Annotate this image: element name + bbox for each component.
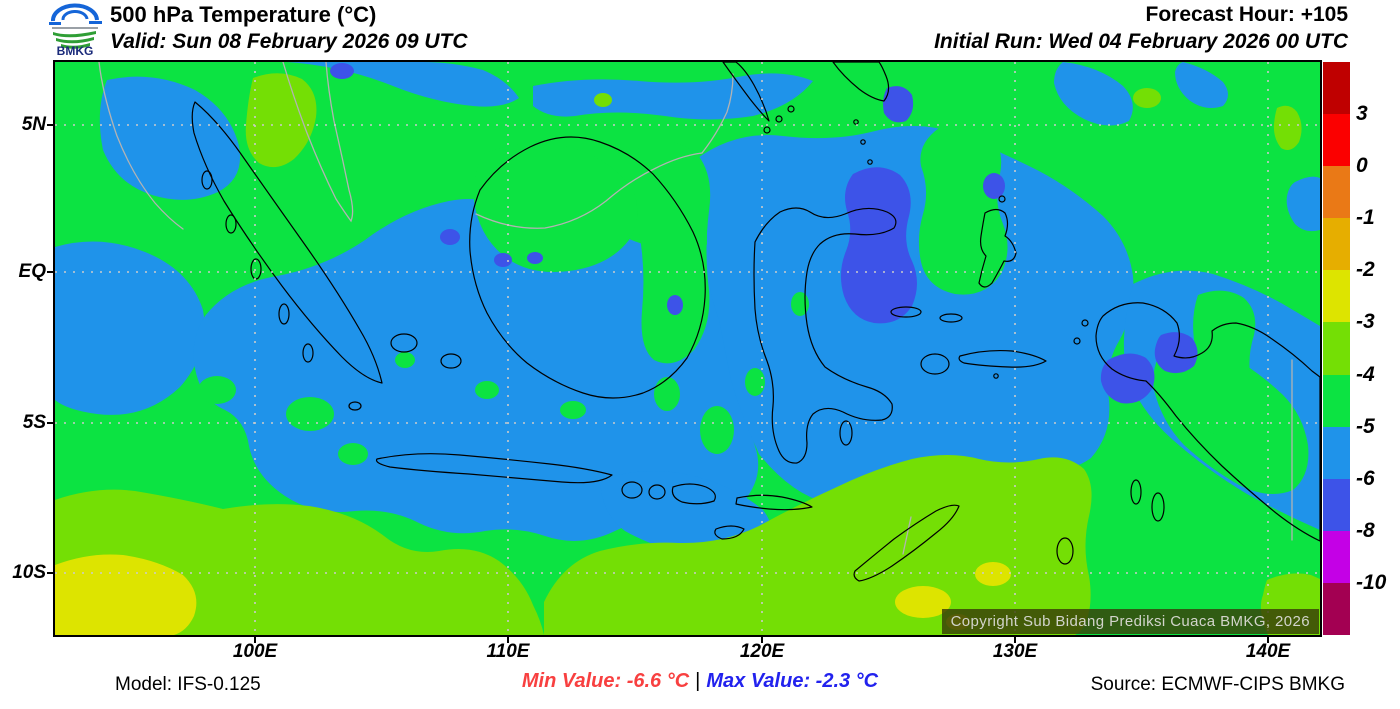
colorbar-label: -6 xyxy=(1356,466,1375,490)
ytick-mark xyxy=(47,271,54,273)
colorbar-segment xyxy=(1323,166,1350,219)
ytick-mark xyxy=(47,422,54,424)
ytick-mark xyxy=(47,124,54,126)
colorbar-label: -2 xyxy=(1356,258,1375,282)
colorbar-segment xyxy=(1323,62,1350,115)
logo-wave xyxy=(53,31,96,38)
xtick-100e: 100E xyxy=(232,641,278,662)
colorbar-segment xyxy=(1323,218,1350,271)
ytick-eq: EQ xyxy=(18,261,46,282)
temp-layer-royal xyxy=(330,63,1198,404)
page-title: 500 hPa Temperature (°C) xyxy=(110,2,377,27)
initial-run: Initial Run: Wed 04 February 2026 00 UTC xyxy=(934,30,1348,53)
copyright-watermark: Copyright Sub Bidang Prediksi Cuaca BMKG… xyxy=(941,609,1319,634)
valid-time: Valid: Sun 08 February 2026 09 UTC xyxy=(110,30,468,53)
ytick-5s: 5S xyxy=(22,412,46,433)
border-layer-gray xyxy=(98,62,1293,555)
logo-cloud-arc xyxy=(50,3,99,22)
colorbar xyxy=(1323,62,1350,636)
ytick-mark xyxy=(47,572,54,574)
model-label: Model: IFS-0.125 xyxy=(115,674,261,695)
xtick-130e: 130E xyxy=(992,641,1038,662)
ytick-5n: 5N xyxy=(21,114,46,135)
xtick-120e: 120E xyxy=(739,641,785,662)
colorbar-label: 3 xyxy=(1356,102,1368,126)
map-plot-area: Copyright Sub Bidang Prediksi Cuaca BMKG… xyxy=(53,60,1322,637)
colorbar-label: -10 xyxy=(1356,570,1387,594)
colorbar-segment xyxy=(1323,530,1350,583)
gridline-layer xyxy=(55,62,1320,635)
colorbar-segment xyxy=(1323,582,1350,636)
forecast-hour: Forecast Hour: +105 xyxy=(1145,3,1349,26)
colorbar-label: -8 xyxy=(1356,518,1375,542)
temperature-map xyxy=(55,62,1320,635)
coastline-layer xyxy=(191,62,1320,582)
xtick-mark xyxy=(761,637,763,643)
header-right: Forecast Hour: +105 Initial Run: Wed 04 … xyxy=(934,1,1348,56)
xtick-140e: 140E xyxy=(1245,641,1291,662)
colorbar-segment xyxy=(1323,114,1350,167)
colorbar-label: -5 xyxy=(1356,414,1375,438)
xtick-mark xyxy=(1267,637,1269,643)
colorbar-segment xyxy=(1323,426,1350,479)
colorbar-segment xyxy=(1323,478,1350,531)
xtick-mark xyxy=(254,637,256,643)
colorbar-segment xyxy=(1323,270,1350,323)
xtick-mark xyxy=(1014,637,1016,643)
colorbar-label: 0 xyxy=(1356,154,1368,178)
minmax-values: Min Value: -6.6 °C | Max Value: -2.3 °C xyxy=(522,670,878,693)
xtick-mark xyxy=(507,637,509,643)
header-left: 500 hPa Temperature (°C) Valid: Sun 08 F… xyxy=(110,1,468,56)
colorbar-segment xyxy=(1323,374,1350,427)
colorbar-labels: 3 0 -1 -2 -3 -4 -5 -6 -8 -10 xyxy=(1356,62,1400,635)
minmax-separator: | xyxy=(695,670,701,692)
logo-text: BMKG xyxy=(57,44,94,56)
temp-layer-green-patches xyxy=(198,124,1309,494)
colorbar-segment xyxy=(1323,322,1350,375)
source-label: Source: ECMWF-CIPS BMKG xyxy=(1090,674,1345,695)
min-value: Min Value: -6.6 °C xyxy=(521,670,690,692)
xtick-110e: 110E xyxy=(486,641,530,662)
footer: Model: IFS-0.125 Min Value: -6.6 °C | Max … xyxy=(0,670,1400,702)
colorbar-label: -1 xyxy=(1356,206,1375,230)
max-value: Max Value: -2.3 °C xyxy=(706,670,879,692)
colorbar-label: -3 xyxy=(1356,310,1375,334)
ytick-10s: 10S xyxy=(12,562,46,583)
bmkg-logo: BMKG xyxy=(49,3,102,56)
colorbar-label: -4 xyxy=(1356,362,1375,386)
